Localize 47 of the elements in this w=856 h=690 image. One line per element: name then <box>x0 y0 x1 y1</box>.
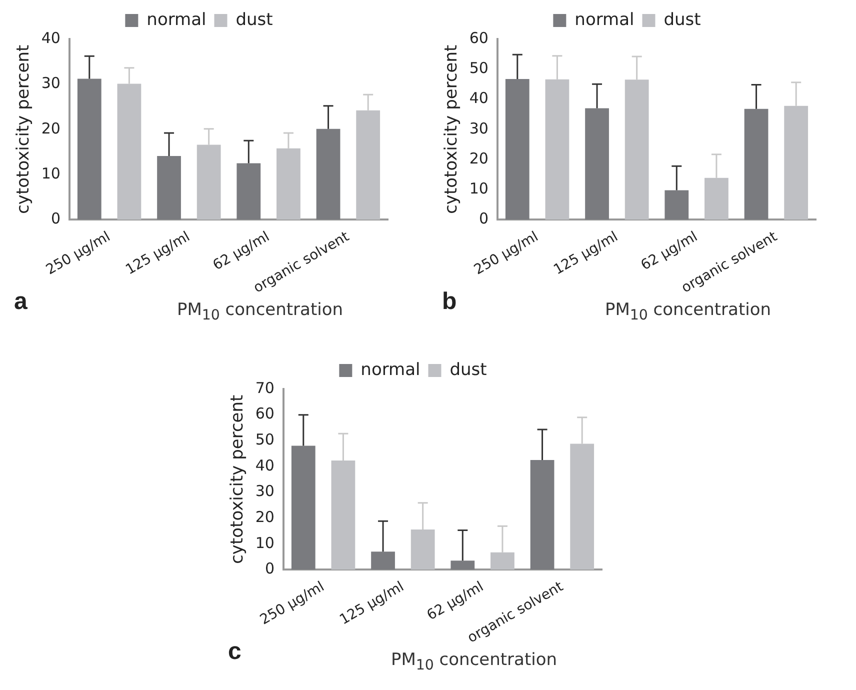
y-tick-label: 60 <box>469 28 488 47</box>
y-tick-label: 30 <box>255 482 274 500</box>
y-tick-label: 40 <box>41 28 60 47</box>
bar <box>371 552 395 570</box>
text: c <box>228 638 242 666</box>
bar <box>291 446 316 570</box>
bar <box>505 79 530 220</box>
bar <box>157 156 181 220</box>
y-tick-label: 0 <box>478 210 488 228</box>
y-axis-title: cytotoxicity percent <box>442 44 462 214</box>
y-tick-label: 70 <box>255 378 274 397</box>
bar <box>744 108 768 220</box>
bar <box>316 128 340 220</box>
y-tick-label: 40 <box>469 89 488 108</box>
bar <box>664 190 689 220</box>
y-tick-label: 10 <box>255 534 274 552</box>
y-tick-label: 10 <box>41 164 60 182</box>
y-axis-title: cytotoxicity percent <box>14 44 34 214</box>
y-tick-label: 30 <box>41 74 60 92</box>
y-tick-label: 40 <box>255 456 274 474</box>
y-tick-label: 50 <box>255 430 274 449</box>
y-tick-label: 10 <box>469 179 488 198</box>
x-axis-title: PM$_{10}$ concentration <box>390 650 558 674</box>
legend-label: normal <box>360 360 420 380</box>
legend-label: normal <box>146 10 206 30</box>
legend-label: dust <box>236 10 274 30</box>
x-axis-title: PM$_{10}$ concentration <box>604 300 772 324</box>
y-tick-label: 0 <box>264 560 274 578</box>
y-tick-label: 20 <box>469 149 488 168</box>
bar <box>77 78 102 220</box>
bar <box>530 460 554 570</box>
legend-label: normal <box>574 10 634 30</box>
bar <box>236 163 261 220</box>
y-tick-label: 30 <box>469 119 488 138</box>
legend-label: dust <box>664 10 702 30</box>
bar <box>585 108 609 220</box>
x-axis-title: PM$_{10}$ concentration <box>176 300 344 324</box>
y-tick-label: 0 <box>50 210 60 228</box>
text: a <box>14 288 28 316</box>
text: b <box>442 288 457 316</box>
y-tick-label: 20 <box>255 508 274 526</box>
legend-label: dust <box>450 360 488 380</box>
bar <box>450 560 475 570</box>
y-tick-label: 50 <box>469 59 488 78</box>
y-tick-label: 20 <box>41 119 60 138</box>
y-axis-title: cytotoxicity percent <box>228 394 248 564</box>
y-tick-label: 60 <box>255 404 274 423</box>
